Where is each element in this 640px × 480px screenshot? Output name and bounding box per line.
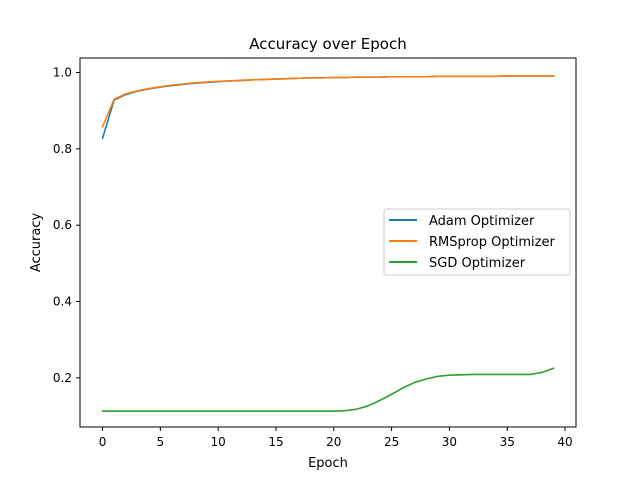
legend-label-rmsprop: RMSprop Optimizer xyxy=(429,235,555,250)
x-tick-label: 0 xyxy=(99,435,107,449)
series-line-rmsprop-optimizer xyxy=(101,75,555,128)
x-axis-title: Epoch xyxy=(308,456,348,471)
y-axis-title: Accuracy xyxy=(29,213,44,273)
legend-label-adam: Adam Optimizer xyxy=(429,214,535,229)
x-tick-label: 25 xyxy=(384,435,399,449)
axes-frame xyxy=(79,57,577,428)
y-tick-label: 0.2 xyxy=(53,371,72,385)
x-tick-label: 30 xyxy=(442,435,457,449)
legend: Adam Optimizer RMSprop Optimizer SGD Opt… xyxy=(383,208,571,276)
x-tick-label: 40 xyxy=(557,435,572,449)
y-tick-label: 0.4 xyxy=(53,295,72,309)
x-tick-label: 10 xyxy=(211,435,226,449)
y-tick-label: 1.0 xyxy=(53,66,72,80)
chart-title: Accuracy over Epoch xyxy=(249,35,406,53)
x-tick-label: 35 xyxy=(500,435,515,449)
series-line-sgd-optimizer xyxy=(101,367,555,412)
legend-box xyxy=(383,208,571,276)
x-tick-label: 15 xyxy=(268,435,283,449)
x-tick-label: 5 xyxy=(157,435,165,449)
plot-area: 0 5 10 15 20 25 30 35 40 0.2 0.4 0.6 0.8 1.0 xyxy=(53,66,573,449)
y-tick-label: 0.6 xyxy=(53,218,72,232)
x-tick-label: 20 xyxy=(326,435,341,449)
legend-label-sgd: SGD Optimizer xyxy=(429,256,526,271)
y-tick-label: 0.8 xyxy=(53,142,72,156)
